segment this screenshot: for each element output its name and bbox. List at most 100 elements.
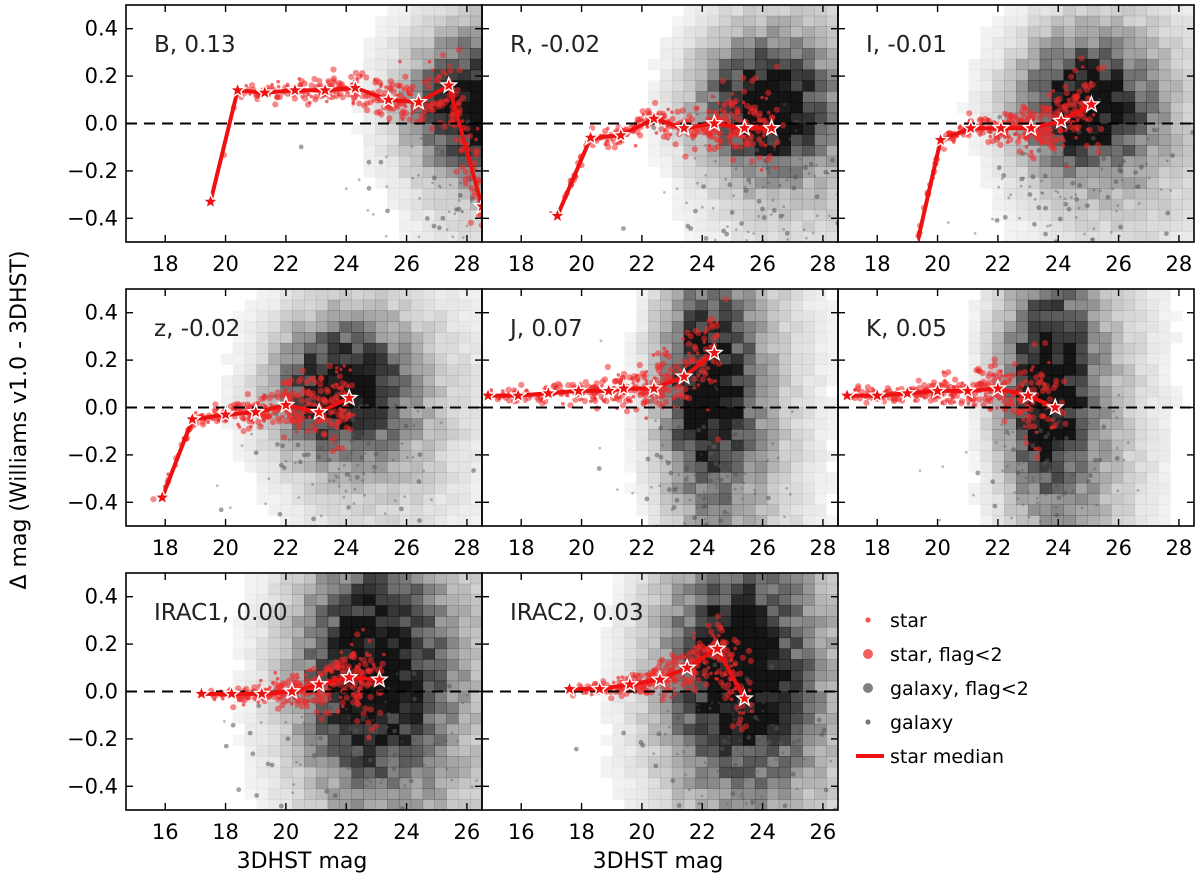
galaxy-point [688,498,692,502]
density-cell [470,310,482,322]
density-cell [683,15,696,27]
galaxy-point [782,205,786,209]
density-cell [707,515,720,526]
median-marker [611,125,631,144]
galaxy-flag-point [471,468,476,473]
density-cell [422,396,435,408]
density-cell [446,58,459,71]
galaxy-point [668,460,672,464]
star-flag-point [686,395,693,402]
galaxy-point [972,493,975,497]
star-flag-point [682,385,689,393]
galaxy-flag-point [722,455,728,461]
star-point [760,95,764,100]
density-cell [434,26,447,38]
density-cell [446,188,459,200]
star-point [524,388,529,393]
density-cell [992,48,1005,60]
density-cell [778,321,791,333]
density-cell [754,342,768,355]
galaxy-point [729,569,732,572]
density-cell [826,58,838,71]
density-cell [992,450,1005,462]
density-cell [719,342,732,355]
galaxy-flag-point [1030,443,1035,448]
star-flag-point [652,99,659,106]
galaxy-flag-point [349,438,354,443]
galaxy-point [1064,469,1068,472]
galaxy-point [435,147,439,151]
galaxy-flag-point [667,487,672,493]
density-cell [422,299,435,311]
galaxy-flag-point [727,495,732,501]
density-cell [980,364,993,376]
density-cell [790,26,803,38]
density-cell [814,80,827,92]
galaxy-point [748,181,752,185]
density-cell [695,48,708,60]
star-point [766,110,771,115]
density-cell [434,386,447,398]
galaxy-point [746,230,750,234]
density-cell [814,310,827,322]
galaxy-point [505,201,508,204]
density-cell [1027,48,1041,60]
density-cell [256,289,269,301]
density-cell [1051,80,1064,92]
density-cell [1016,15,1029,27]
galaxy-point [405,456,409,459]
star-flag-point [668,366,675,373]
density-cell [671,188,685,200]
star-point [236,422,240,427]
density-cell [1146,58,1159,71]
density-cell [826,123,838,135]
galaxy-point [1032,479,1035,482]
star-flag-point [326,362,333,370]
galaxy-point [1165,159,1169,163]
galaxy-point [1137,202,1141,205]
density-cell [1016,198,1029,211]
x-tick-label: 20 [212,536,239,560]
density-cell [802,439,815,451]
star-flag-point [292,409,299,416]
density-cell [1063,515,1076,526]
galaxy-point [1102,147,1106,151]
density-cell [766,429,780,441]
density-cell [754,504,768,516]
density-cell [1016,209,1029,221]
density-cell [410,407,424,419]
density-cell [1027,5,1041,17]
density-cell [980,102,993,114]
density-cell [1039,209,1052,221]
galaxy-flag-point [728,554,733,559]
star-flag-point [669,115,676,123]
galaxy-point [783,103,786,106]
density-cell [766,145,780,157]
density-cell [1134,504,1147,516]
density-cell [1027,461,1041,473]
density-cell [707,310,720,322]
density-cell [256,342,269,355]
density-cell [1170,177,1183,189]
density-cell [778,198,791,211]
density-cell [624,353,637,365]
density-cell [743,220,756,232]
star-flag-point [978,116,985,123]
galaxy-point [1059,440,1063,444]
density-cell [1122,145,1136,157]
star-flag-point [309,375,316,382]
density-cell [1039,177,1052,189]
density-cell [1039,58,1052,71]
galaxy-point [1035,496,1039,500]
density-cell [315,472,329,484]
density-cell [1039,364,1052,376]
density-cell [1182,102,1194,114]
density-cell [1110,482,1124,495]
panel-title: R, -0.02 [510,32,600,58]
galaxy-point [439,421,443,424]
density-cell [292,299,305,311]
density-cell [1027,450,1041,462]
galaxy-point [740,497,744,501]
density-cell [1170,332,1183,344]
